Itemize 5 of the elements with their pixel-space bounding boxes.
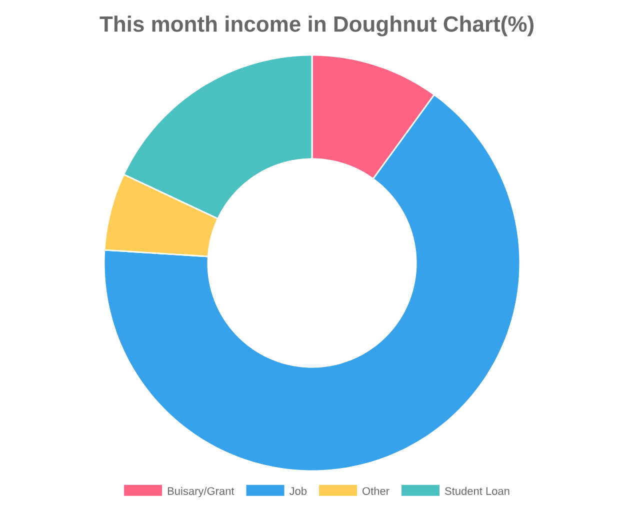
legend-label: Other [362, 486, 390, 495]
legend-label: Buisary/Grant [168, 486, 234, 498]
chart-title: This month income in Doughnut Chart(%) [100, 16, 534, 36]
legend-label: Job [289, 486, 307, 495]
legend-label: Student Loan [445, 486, 510, 495]
